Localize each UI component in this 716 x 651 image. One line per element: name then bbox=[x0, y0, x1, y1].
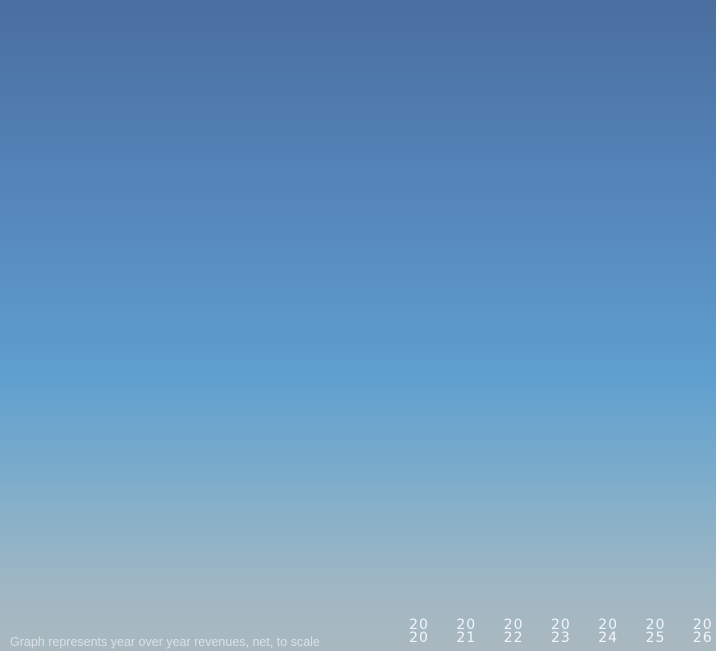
x-tick-label: 20 22 bbox=[503, 617, 524, 646]
bar-group bbox=[415, 16, 707, 594]
x-tick-label: 20 24 bbox=[598, 617, 619, 646]
x-tick-label: 20 20 bbox=[409, 617, 429, 646]
x-tick-label: 20 25 bbox=[645, 617, 666, 646]
x-tick-label: 20 26 bbox=[692, 617, 713, 646]
x-tick-label: 20 21 bbox=[456, 617, 477, 646]
x-tick-label: 20 23 bbox=[550, 617, 571, 646]
chart-caption: Graph represents year over year revenues… bbox=[10, 635, 320, 649]
